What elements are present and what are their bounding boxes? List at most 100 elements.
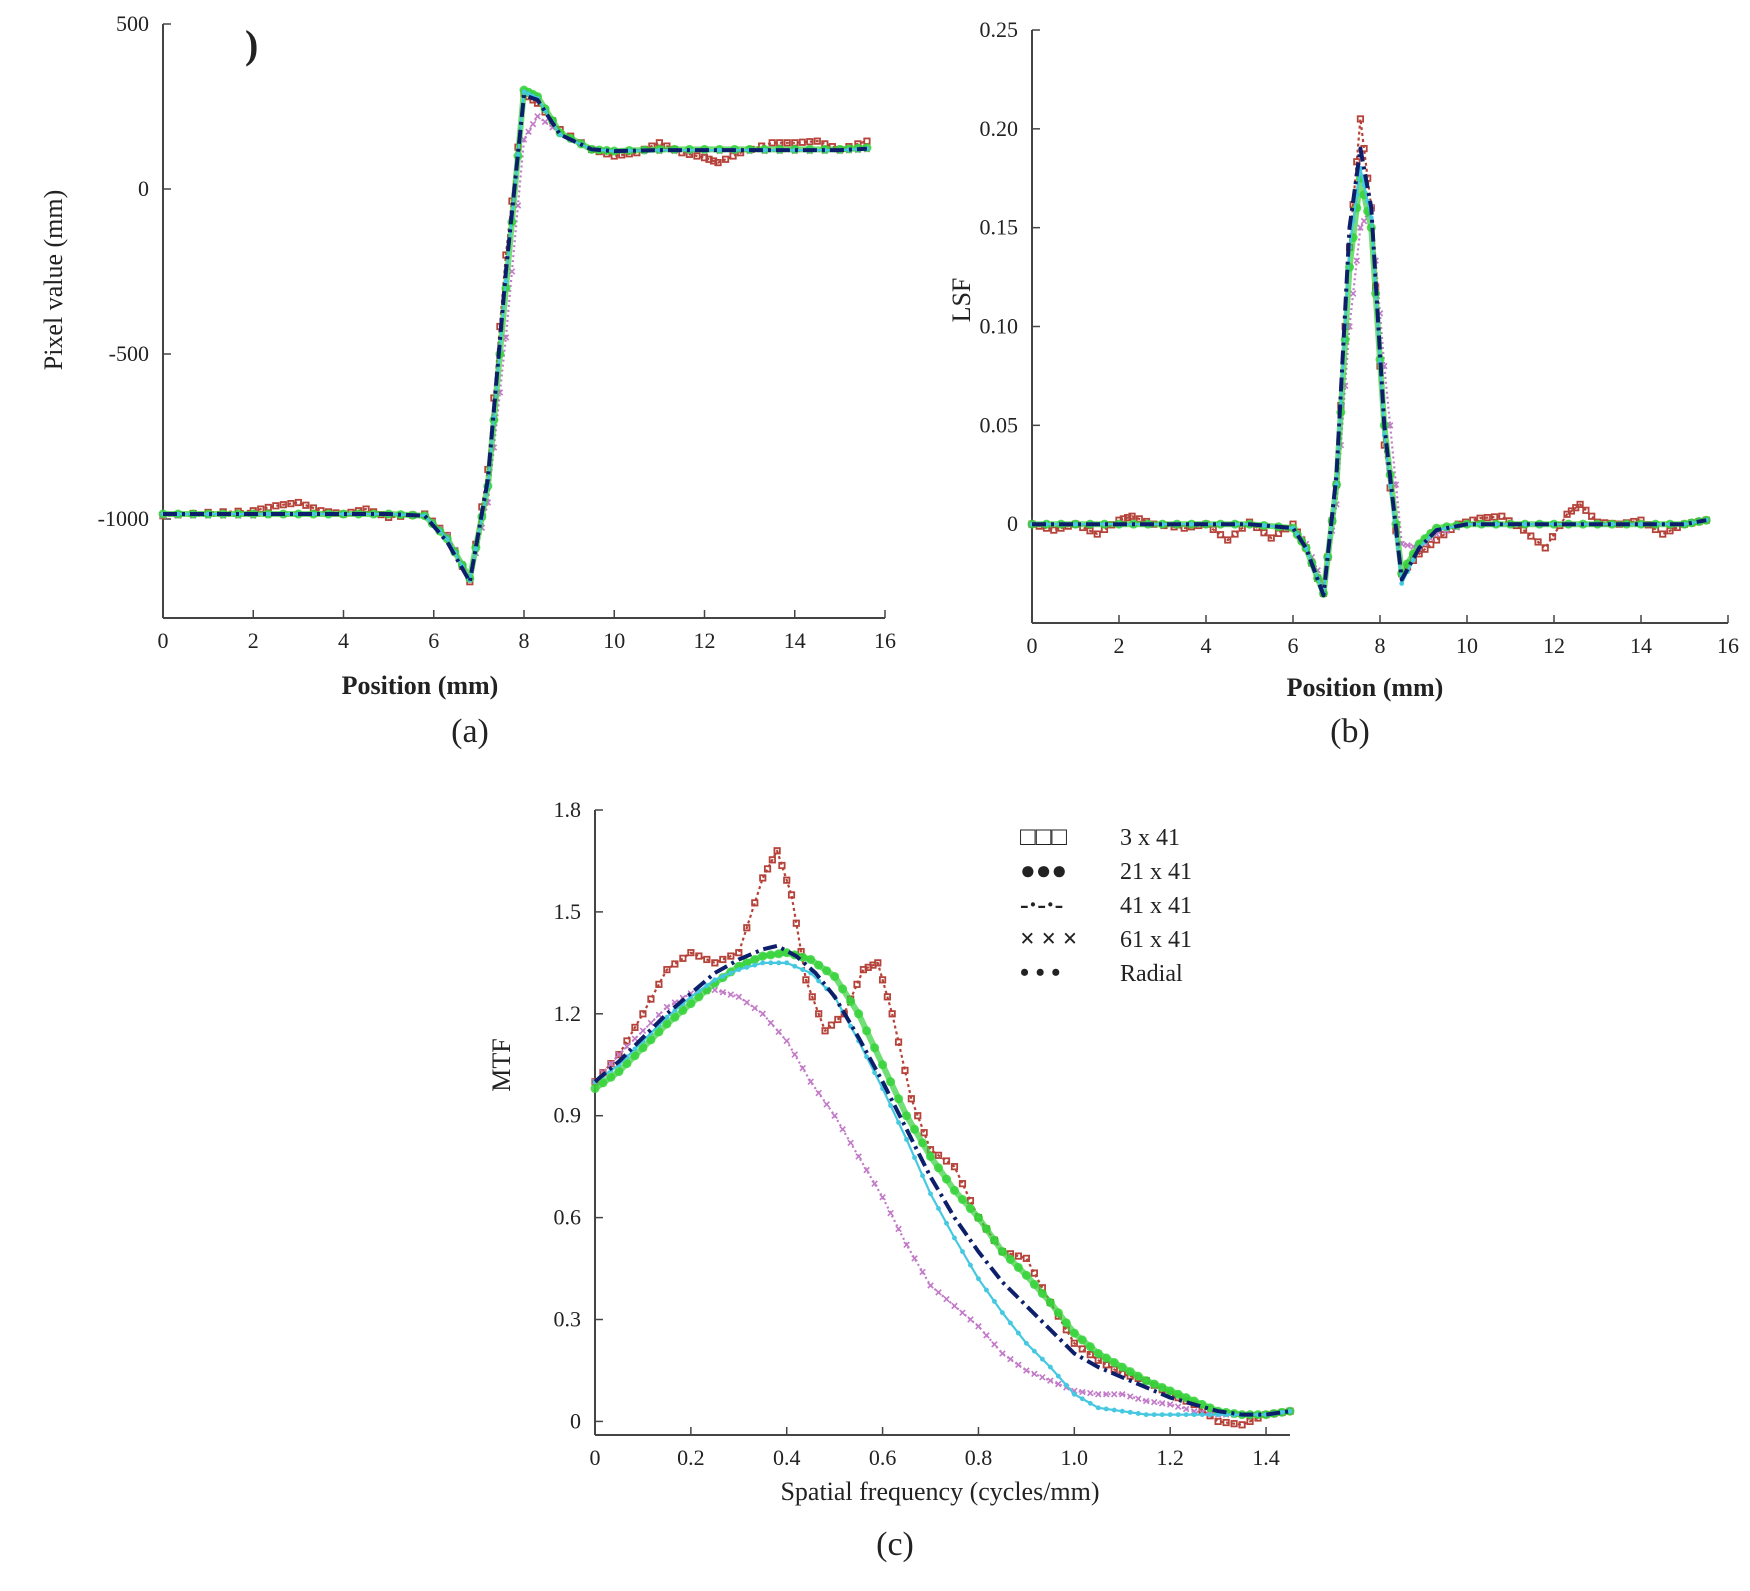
data-point-s3 [768, 139, 776, 147]
data-point-s3 [1490, 513, 1499, 521]
data-point-s3 [759, 874, 767, 882]
data-point-s3 [703, 955, 711, 964]
panel-a: ) Position (mm) Pixel value (mm) (a) 0 2 4… [39, 11, 896, 750]
y-tick-label: -1000 [98, 506, 149, 531]
y-tick-label: 0 [138, 176, 149, 201]
x-tick-label: 0.6 [869, 1445, 897, 1470]
data-point-radial [265, 511, 271, 517]
data-point-s3 [787, 891, 796, 899]
data-point-radial [503, 278, 509, 284]
data-point-s61 [1353, 257, 1361, 264]
data-point-s61 [1349, 290, 1357, 297]
data-point-s21 [1165, 1386, 1175, 1396]
data-point-radial [888, 1103, 894, 1108]
y-tick-label: 0.25 [980, 17, 1019, 42]
y-tick-label: 0 [1007, 511, 1018, 536]
data-point-radial [960, 1249, 965, 1255]
data-point-radial [1079, 1396, 1085, 1402]
data-point-s61 [1087, 1389, 1094, 1397]
data-point-s3 [1224, 536, 1232, 544]
data-point-radial [1399, 581, 1405, 586]
x-tick-label: 4 [338, 628, 349, 653]
data-point-s3 [878, 976, 887, 984]
data-point-s3 [802, 976, 810, 984]
data-point-s61 [719, 989, 727, 996]
data-point-radial [1095, 1405, 1101, 1411]
data-point-s21 [973, 1213, 983, 1223]
data-point-s3 [1427, 540, 1435, 549]
data-point-s61 [919, 1268, 926, 1276]
data-point-s21 [1061, 1318, 1071, 1328]
data-point-s21 [1181, 1393, 1191, 1403]
data-point-s3 [821, 1027, 829, 1035]
data-point-s61 [1055, 1380, 1062, 1388]
data-point-s3 [607, 1060, 615, 1068]
data-point-s21 [1013, 1262, 1023, 1272]
data-point-s21 [686, 999, 696, 1009]
data-point-radial [968, 1262, 973, 1268]
data-point-s61 [639, 1027, 647, 1035]
x-tick-label: 14 [784, 628, 806, 653]
panel-b-xlabel: Position (mm) [1287, 673, 1444, 702]
data-point-radial [784, 960, 790, 966]
panel-a-series-s41 [163, 93, 868, 584]
data-point-s21 [1133, 1371, 1143, 1381]
data-point-s3 [679, 954, 687, 962]
data-point-s21 [822, 966, 832, 976]
data-point-radial [704, 983, 710, 988]
data-point-radial [1410, 557, 1416, 563]
data-point-s3 [1230, 1420, 1238, 1428]
data-point-s21 [926, 1151, 936, 1161]
data-point-s61 [831, 1112, 838, 1119]
data-point-s21 [910, 1124, 920, 1134]
data-point-s21 [870, 1043, 880, 1053]
data-point-s3 [958, 1180, 967, 1188]
y-tick-label: 0.15 [980, 215, 1019, 240]
x-tick-label: 8 [519, 628, 530, 653]
data-point-s3 [671, 960, 679, 968]
data-point-radial [1135, 1411, 1141, 1416]
data-point-radial [752, 962, 758, 968]
data-point-s3 [302, 501, 310, 509]
data-point-s3 [907, 1095, 915, 1103]
data-point-s21 [814, 960, 824, 970]
data-point-s61 [975, 1323, 982, 1330]
data-point-s3 [1124, 513, 1132, 522]
data-point-s21 [1101, 1353, 1111, 1363]
data-point-s61 [759, 1010, 767, 1018]
x-tick-label: 16 [874, 628, 896, 653]
legend-label-s21: 21 x 41 [1120, 859, 1192, 885]
data-point-s3 [783, 876, 791, 884]
y-tick-label: 500 [116, 11, 149, 36]
legend-label-s41: 41 x 41 [1120, 893, 1192, 919]
data-point-s61 [903, 1241, 910, 1249]
data-point-s21 [846, 996, 856, 1006]
legend-label-s3: 3 x 41 [1120, 825, 1180, 851]
data-point-s3 [874, 959, 882, 967]
data-point-radial [1047, 1364, 1053, 1370]
y-tick-label: 1.5 [554, 899, 582, 924]
data-point-s21 [590, 1084, 600, 1094]
data-point-s61 [879, 1193, 886, 1201]
data-point-s3 [1432, 536, 1441, 544]
data-point-s3 [1582, 506, 1590, 514]
data-point-s61 [999, 1350, 1006, 1357]
panel-c-label: (c) [876, 1526, 914, 1563]
data-point-s3 [934, 1151, 943, 1159]
data-point-s3 [853, 980, 861, 988]
data-point-s21 [1125, 1367, 1135, 1377]
data-point-radial [952, 1235, 957, 1241]
panel-c-series-radial [592, 960, 1293, 1418]
data-point-s3 [714, 158, 722, 167]
data-point-s3 [894, 1038, 903, 1046]
data-point-s3 [647, 995, 655, 1003]
data-point-s21 [630, 1051, 640, 1061]
data-point-s61 [895, 1225, 902, 1233]
data-point-s21 [965, 1204, 975, 1214]
series-line-s41 [593, 943, 1291, 1417]
data-point-radial [1183, 1412, 1189, 1418]
data-point-s61 [1158, 1400, 1166, 1407]
data-point-s61 [1360, 217, 1368, 225]
data-point-s3 [792, 919, 800, 927]
